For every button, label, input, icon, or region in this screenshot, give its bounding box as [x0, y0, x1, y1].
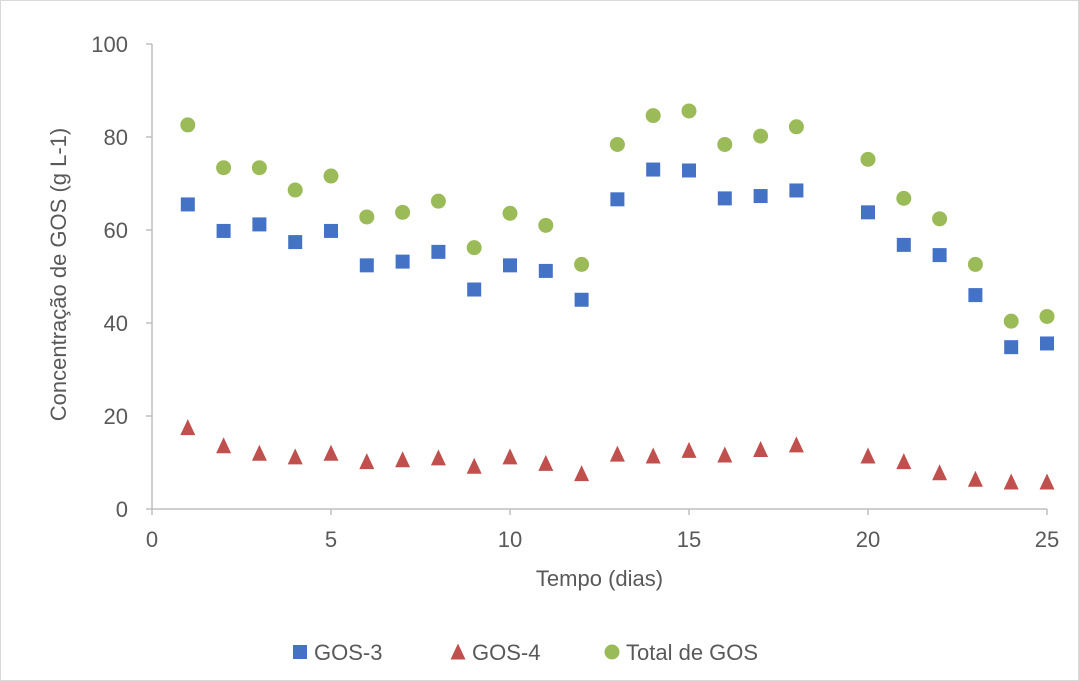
point-gos-3: [503, 258, 517, 273]
point-gos-4: [645, 447, 661, 464]
legend-marker-gos-3: [293, 645, 307, 659]
point-total-de-gos: [645, 108, 661, 124]
point-gos-3: [431, 244, 446, 259]
point-gos-4: [430, 449, 446, 466]
point-gos-3: [682, 163, 696, 178]
point-total-de-gos: [502, 205, 518, 221]
point-gos-3: [180, 197, 195, 212]
x-tick-label: 20: [856, 527, 880, 552]
point-gos-4: [359, 453, 375, 470]
point-gos-4: [753, 440, 769, 457]
point-total-de-gos: [860, 151, 876, 167]
point-total-de-gos: [967, 256, 983, 272]
y-tick-label: 20: [104, 404, 128, 429]
x-tick-label: 25: [1035, 527, 1059, 552]
y-axis-title: Concentração de GOS (g L-1): [46, 128, 71, 421]
point-gos-3: [1004, 340, 1019, 355]
point-total-de-gos: [216, 160, 232, 176]
legend-marker-gos-4: [450, 643, 466, 660]
point-total-de-gos: [896, 190, 912, 206]
point-total-de-gos: [180, 117, 196, 133]
point-total-de-gos: [1039, 308, 1055, 324]
point-gos-4: [1003, 473, 1019, 490]
y-tick-label: 80: [104, 125, 128, 150]
point-gos-4: [788, 436, 804, 453]
point-gos-4: [287, 448, 303, 465]
point-gos-4: [395, 451, 411, 468]
point-total-de-gos: [359, 209, 375, 225]
point-gos-3: [717, 191, 732, 206]
y-tick-label: 40: [104, 311, 128, 336]
legend-marker-total-de-gos: [604, 644, 620, 660]
point-total-de-gos: [466, 240, 482, 256]
point-gos-4: [466, 457, 482, 474]
point-gos-4: [717, 446, 733, 463]
point-gos-3: [359, 258, 374, 273]
point-total-de-gos: [538, 217, 554, 233]
point-gos-4: [896, 453, 912, 470]
point-total-de-gos: [574, 256, 590, 272]
point-gos-4: [1039, 473, 1055, 490]
point-total-de-gos: [609, 136, 625, 152]
point-total-de-gos: [430, 193, 446, 209]
point-total-de-gos: [753, 128, 769, 144]
point-gos-4: [323, 444, 339, 461]
x-tick-label: 10: [498, 527, 522, 552]
point-gos-4: [681, 441, 697, 458]
point-gos-4: [574, 465, 590, 482]
point-total-de-gos: [1003, 313, 1019, 329]
point-total-de-gos: [287, 182, 303, 198]
point-gos-4: [538, 454, 554, 471]
point-gos-4: [860, 447, 876, 464]
point-gos-3: [467, 282, 482, 297]
point-total-de-gos: [395, 204, 411, 220]
point-gos-4: [180, 419, 196, 436]
legend-label-gos-3: GOS-3: [314, 640, 382, 665]
legend: GOS-3 GOS-4 Total de GOS: [293, 640, 758, 665]
x-tick-label: 15: [677, 527, 701, 552]
legend-label-gos-4: GOS-4: [472, 640, 540, 665]
point-total-de-gos: [323, 168, 339, 184]
point-gos-3: [610, 192, 625, 207]
point-gos-3: [861, 205, 875, 220]
point-gos-3: [252, 217, 267, 232]
point-gos-3: [932, 248, 947, 263]
point-total-de-gos: [932, 211, 948, 227]
point-gos-3: [1040, 336, 1054, 351]
point-gos-4: [502, 448, 518, 465]
point-gos-3: [896, 237, 911, 252]
point-gos-4: [609, 445, 625, 462]
point-total-de-gos: [717, 136, 733, 152]
point-total-de-gos: [788, 119, 804, 135]
point-gos-3: [789, 183, 804, 198]
point-total-de-gos: [681, 103, 697, 119]
point-gos-3: [395, 254, 410, 269]
y-tick-label: 60: [104, 218, 128, 243]
point-gos-4: [251, 444, 267, 461]
point-gos-3: [288, 235, 303, 250]
y-tick-label: 0: [116, 497, 128, 522]
point-gos-4: [216, 437, 232, 454]
point-total-de-gos: [251, 160, 267, 176]
point-gos-3: [538, 263, 553, 278]
point-gos-3: [324, 223, 338, 238]
point-gos-3: [753, 189, 768, 204]
point-gos-3: [216, 223, 231, 238]
x-tick-label: 0: [146, 527, 158, 552]
point-gos-3: [574, 292, 589, 307]
x-tick-label: 5: [325, 527, 337, 552]
point-gos-4: [967, 470, 983, 487]
point-gos-3: [646, 162, 661, 177]
point-gos-4: [932, 464, 948, 481]
point-gos-3: [968, 288, 983, 303]
legend-label-total-de-gos: Total de GOS: [626, 640, 758, 665]
x-axis-title: Tempo (dias): [536, 566, 663, 591]
y-tick-label: 100: [91, 32, 128, 57]
